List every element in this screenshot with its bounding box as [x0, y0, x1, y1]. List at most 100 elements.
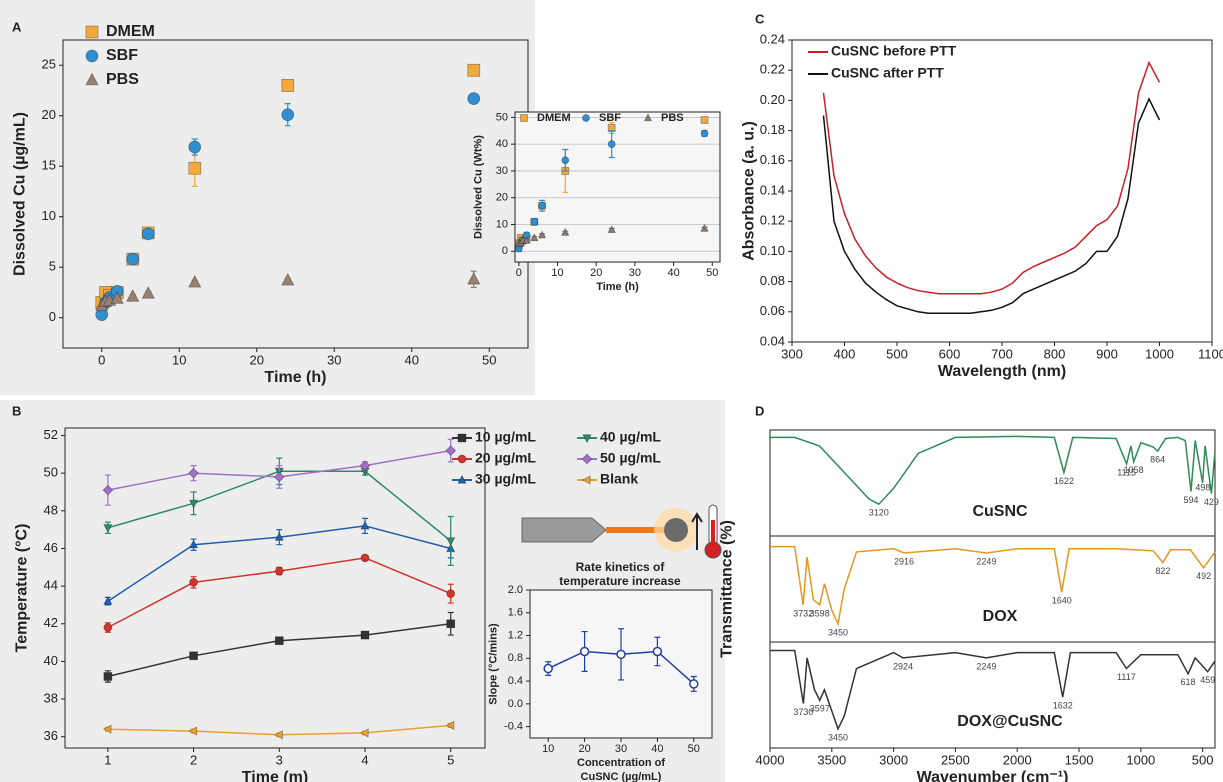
marker [103, 595, 113, 605]
y-tick-label: 44 [44, 578, 58, 593]
marker [359, 460, 371, 472]
legend-label: 20 µg/mL [475, 450, 536, 466]
peak-label: 459 [1200, 675, 1215, 685]
x-tick-label: 1000 [1145, 346, 1174, 361]
peak-label: 3598 [810, 608, 830, 618]
marker [188, 161, 202, 175]
marker [360, 553, 370, 563]
y-tick-label: 5 [49, 259, 56, 274]
peak-label: 429 [1204, 497, 1219, 507]
y-tick-label: 20 [496, 192, 508, 204]
legend-marker [582, 434, 592, 444]
x-tick-label: 50 [482, 352, 496, 367]
series-label: DOX [983, 608, 1018, 625]
marker [607, 140, 616, 149]
panel-letter: D [755, 403, 764, 418]
series-line [770, 435, 1216, 506]
legend-marker [581, 475, 591, 485]
plot-frame [514, 111, 721, 263]
marker [700, 116, 709, 124]
marker [188, 140, 202, 154]
y-tick-label: 0.06 [760, 303, 785, 318]
y-tick-label: 36 [44, 728, 58, 743]
y-tick-label: 0.8 [508, 652, 523, 664]
x-tick-label: 20 [578, 743, 590, 755]
marker [274, 531, 284, 541]
marker [467, 63, 481, 77]
x-axis-label: Concentration of [577, 757, 665, 769]
peak-label: 1115 [1117, 467, 1136, 477]
marker [561, 227, 570, 236]
plot-frame [64, 427, 486, 749]
y-tick-label: 40 [496, 138, 508, 150]
annotation: Rate kinetics of [576, 560, 666, 574]
annotation: temperature increase [559, 574, 681, 588]
y-tick-label: 15 [42, 158, 56, 173]
series-line [822, 60, 1161, 295]
x-tick-label: 600 [939, 346, 961, 361]
marker [274, 730, 283, 740]
plot-area [515, 112, 720, 262]
panel-letter: C [755, 11, 765, 26]
x-axis-label: CuSNC (µg/mL) [581, 771, 662, 782]
peak-label: 3450 [828, 627, 848, 637]
x-tick-label: 700 [991, 346, 1013, 361]
y-tick-label: 0 [502, 245, 508, 257]
x-tick-label: 20 [590, 267, 602, 279]
x-tick-label: 1 [104, 752, 111, 767]
marker [110, 291, 124, 304]
x-tick-label: 3 [276, 752, 283, 767]
x-tick-label: 0 [516, 267, 522, 279]
legend-marker [457, 433, 467, 443]
panel-letter: A [12, 19, 22, 34]
peak-label: 1058 [1124, 465, 1144, 475]
marker [522, 235, 531, 244]
y-tick-label: 0.08 [760, 273, 785, 288]
x-tick-label: 5 [447, 752, 454, 767]
marker [689, 679, 699, 689]
y-tick-label: 0.24 [760, 31, 785, 46]
peak-label: 2249 [976, 556, 996, 566]
peak-label: 1622 [1054, 476, 1074, 486]
legend-label: CuSNC before PTT [831, 43, 957, 59]
x-tick-label: 2000 [1003, 752, 1032, 767]
x-tick-label: 1500 [1065, 752, 1094, 767]
marker [126, 289, 140, 302]
marker [445, 445, 457, 456]
x-tick-label: 10 [172, 352, 186, 367]
peak-label: 3732 [793, 608, 813, 618]
peak-label: 2249 [976, 661, 996, 671]
series-label: DOX@CuSNC [957, 713, 1063, 730]
peak-label: 3120 [869, 508, 889, 518]
marker [537, 230, 547, 239]
nanoparticle [664, 518, 688, 542]
laser-beam [606, 527, 664, 533]
y-tick-label: 0.10 [760, 243, 785, 258]
marker [188, 499, 199, 509]
legend-label: PBS [661, 112, 684, 124]
legend-label: SBF [106, 47, 138, 64]
y-tick-label: 50 [496, 111, 508, 123]
y-tick-label: 42 [44, 615, 58, 630]
y-tick-label: 25 [42, 57, 56, 72]
marker [467, 271, 481, 285]
x-tick-label: 0 [98, 352, 105, 367]
marker [189, 651, 198, 661]
panel-a-background [0, 0, 535, 395]
marker [446, 589, 456, 599]
marker [446, 619, 456, 629]
y-tick-label: 0.04 [760, 333, 785, 348]
marker [446, 537, 456, 547]
y-tick-label: 0.22 [760, 62, 785, 77]
x-tick-label: 30 [629, 267, 641, 279]
legend-marker [582, 114, 590, 122]
x-tick-label: 3500 [817, 752, 846, 767]
x-axis-label: Wavenumber (cm⁻¹) [917, 769, 1069, 782]
marker [561, 156, 570, 165]
peak-label: 3450 [828, 732, 848, 742]
laser-illustration [521, 504, 722, 559]
marker [103, 623, 113, 632]
legend-label: 30 µg/mL [475, 471, 536, 487]
y-axis-label: Dissolved Cu (µg/mL) [11, 112, 28, 276]
marker [360, 520, 370, 530]
